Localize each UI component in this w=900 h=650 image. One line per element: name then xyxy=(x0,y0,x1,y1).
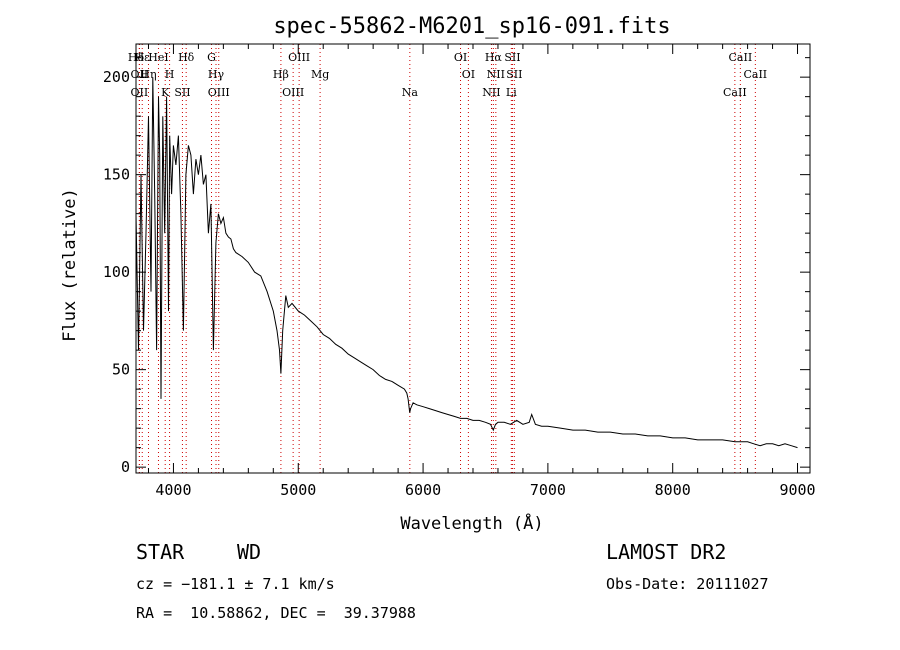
emission-line-labels: HδOIIOIIHεHηKHeIHSIIHδHγOIIIGHβOIIIOIIIM… xyxy=(128,51,767,99)
x-tick-label: 8000 xyxy=(655,481,691,499)
line-label-4: Hη xyxy=(140,68,156,81)
line-label-15: OIII xyxy=(288,51,310,64)
line-label-21: Hα xyxy=(485,51,503,64)
line-label-19: OI xyxy=(462,68,475,81)
line-label-24: SII xyxy=(504,51,520,64)
x-tick-label: 7000 xyxy=(530,481,566,499)
object-subclass: WD xyxy=(237,540,262,564)
y-tick-label: 50 xyxy=(112,361,130,379)
plot-frame xyxy=(135,43,811,474)
line-label-14: OIII xyxy=(282,86,304,99)
x-axis: 4000 5000 6000 7000 8000 9000 xyxy=(147,44,816,499)
obs-date: Obs-Date: 20111027 xyxy=(606,575,769,593)
y-tick-label: 200 xyxy=(103,68,130,86)
line-label-22: NII xyxy=(487,68,505,81)
spectrum-line-0 xyxy=(135,77,798,449)
line-label-3: Hε xyxy=(135,51,151,64)
y-tick-label: 150 xyxy=(103,166,130,184)
line-label-23: Li xyxy=(506,86,517,99)
line-label-2: OII xyxy=(131,86,149,99)
y-axis: 0 50 100 150 200 xyxy=(103,57,810,476)
spectrum-series xyxy=(135,77,798,449)
y-tick-label: 100 xyxy=(103,263,130,281)
radec-info: RA = 10.58862, DEC = 39.37988 xyxy=(136,604,416,622)
line-label-18: OI xyxy=(454,51,467,64)
line-label-28: CaII xyxy=(743,68,767,81)
survey-name: LAMOST DR2 xyxy=(606,540,727,564)
emission-line-markers xyxy=(135,44,756,473)
line-label-25: SII xyxy=(506,68,522,81)
x-tick-label: 9000 xyxy=(779,481,815,499)
line-label-13: Hβ xyxy=(273,68,289,81)
object-class: STAR xyxy=(136,540,185,564)
line-label-26: CaII xyxy=(723,86,747,99)
redshift-info: cz = −181.1 ± 7.1 km/s xyxy=(136,575,335,593)
line-label-16: Mg xyxy=(311,68,329,81)
line-label-17: Na xyxy=(402,86,419,99)
line-label-8: SII xyxy=(174,86,190,99)
line-label-7: H xyxy=(165,68,175,81)
x-tick-label: 6000 xyxy=(405,481,441,499)
x-tick-label: 4000 xyxy=(155,481,191,499)
line-label-5: K xyxy=(161,86,170,99)
line-label-9: Hδ xyxy=(178,51,195,64)
line-label-20: NII xyxy=(482,86,500,99)
y-axis-label: Flux (relative) xyxy=(60,188,80,342)
chart-title: spec-55862-M6201_sp16-091.fits xyxy=(273,14,670,39)
line-label-1: OII xyxy=(131,68,149,81)
x-tick-label: 5000 xyxy=(280,481,316,499)
y-tick-label: 0 xyxy=(121,458,130,476)
x-axis-label: Wavelength (Å) xyxy=(400,512,543,534)
line-label-12: G xyxy=(207,51,216,64)
line-label-11: OIII xyxy=(208,86,230,99)
line-label-6: HeI xyxy=(148,51,168,64)
line-label-27: CaII xyxy=(729,51,753,64)
line-label-10: Hγ xyxy=(208,68,225,81)
